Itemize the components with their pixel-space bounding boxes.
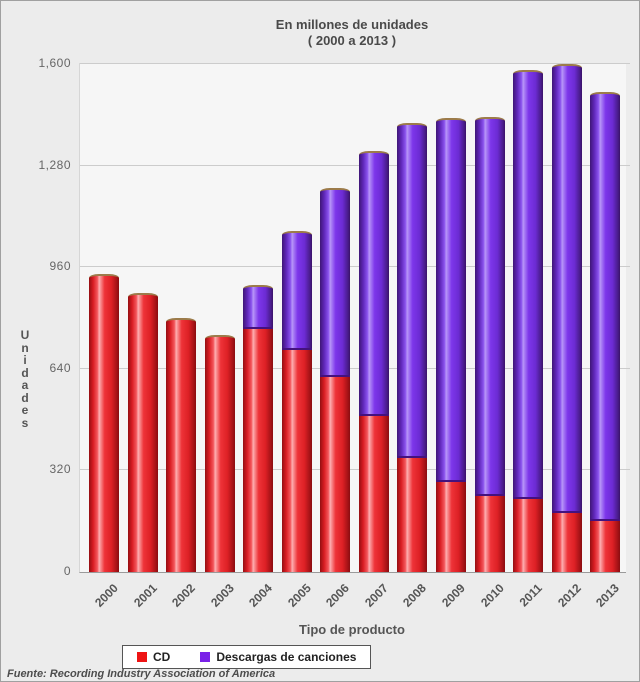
bar-segment-cd-2000 bbox=[89, 274, 119, 572]
bar-segment-cd-2006 bbox=[320, 377, 351, 572]
chart-title-line1: En millones de unidades bbox=[275, 17, 429, 32]
x-tick-label-2004: 2004 bbox=[246, 581, 276, 610]
y-axis-title-letter: e bbox=[21, 403, 29, 417]
y-tick-label-1280: 1,280 bbox=[38, 157, 71, 172]
bar-segment-descargas-2012 bbox=[551, 64, 582, 513]
x-tick-label-2005: 2005 bbox=[284, 581, 314, 610]
bar-segment-descargas-2011 bbox=[513, 70, 544, 499]
bar-segment-descargas-2008 bbox=[397, 123, 428, 458]
gridline-320 bbox=[80, 469, 630, 471]
bar-segment-cd-2008 bbox=[397, 458, 428, 572]
bar-segment-cd-2005 bbox=[281, 350, 312, 572]
bar-segment-cd-2001 bbox=[127, 293, 158, 572]
source-note: Fuente: Recording Industry Association o… bbox=[7, 668, 276, 680]
bar-segment-cd-2003 bbox=[204, 335, 235, 572]
y-axis-title-letter: n bbox=[21, 340, 29, 355]
y-tick-label-320: 320 bbox=[49, 462, 71, 477]
bar-segment-descargas-2006 bbox=[320, 188, 351, 377]
bar-segment-cd-2002 bbox=[166, 318, 197, 572]
legend-label: Descargas de canciones bbox=[216, 650, 357, 664]
x-tick-label-2010: 2010 bbox=[477, 581, 507, 610]
bar-segment-descargas-2013 bbox=[590, 92, 621, 521]
legend-swatch-icon bbox=[200, 652, 211, 662]
legend-item-descargas: Descargas de canciones bbox=[200, 650, 356, 664]
bar-segment-cd-2013 bbox=[590, 521, 621, 572]
x-tick-label-2008: 2008 bbox=[400, 581, 430, 610]
plot-area bbox=[79, 63, 630, 573]
y-tick-label-1600: 1,600 bbox=[38, 56, 71, 70]
gridline-1280 bbox=[80, 164, 630, 166]
bar-segment-cd-2004 bbox=[243, 329, 274, 572]
x-tick-label-2011: 2011 bbox=[516, 581, 545, 610]
bar-segment-descargas-2005 bbox=[281, 231, 312, 350]
gridline-640 bbox=[80, 367, 630, 369]
legend-label: CD bbox=[153, 650, 171, 664]
y-axis-title-letter: a bbox=[21, 378, 29, 392]
x-tick-label-2013: 2013 bbox=[593, 581, 623, 610]
y-tick-label-0: 0 bbox=[63, 564, 71, 578]
y-axis-title-letter: d bbox=[21, 390, 29, 405]
legend: CD Descargas de canciones bbox=[122, 645, 372, 669]
y-axis-title-letter: s bbox=[21, 415, 29, 430]
bar-segment-cd-2010 bbox=[474, 496, 505, 572]
bar-segment-descargas-2010 bbox=[474, 117, 505, 496]
chart-title: En millones de unidades ( 2000 a 2013 ) bbox=[79, 17, 625, 49]
chart-title-line2: ( 2000 a 2013 ) bbox=[307, 33, 397, 48]
y-axis-title-letter: U bbox=[20, 328, 30, 342]
x-tick-label-2002: 2002 bbox=[169, 581, 198, 610]
bar-segment-cd-2012 bbox=[551, 513, 582, 572]
bar-segment-descargas-2004 bbox=[243, 285, 274, 329]
bar-segment-descargas-2007 bbox=[358, 151, 389, 416]
legend-swatch-icon bbox=[137, 652, 147, 662]
x-tick-label-2006: 2006 bbox=[323, 581, 353, 610]
bar-segment-cd-2009 bbox=[435, 482, 466, 572]
x-tick-label-2001: 2001 bbox=[130, 581, 160, 610]
bar-segment-descargas-2009 bbox=[435, 118, 466, 482]
x-tick-label-2012: 2012 bbox=[554, 581, 584, 610]
x-tick-label-2007: 2007 bbox=[361, 581, 391, 610]
legend-item-cd: CD bbox=[137, 650, 170, 664]
gridline-1600 bbox=[80, 63, 630, 64]
bar-segment-cd-2007 bbox=[358, 416, 389, 572]
x-axis-title: Tipo de producto bbox=[299, 622, 405, 637]
y-axis-title-letter: i bbox=[23, 353, 27, 367]
gridline-960 bbox=[80, 266, 630, 268]
bar-segment-cd-2011 bbox=[513, 499, 544, 572]
x-tick-label-2003: 2003 bbox=[207, 581, 237, 610]
y-tick-label-640: 640 bbox=[49, 360, 71, 375]
y-axis-title-letter: d bbox=[21, 365, 29, 380]
x-tick-label-2000: 2000 bbox=[92, 581, 121, 610]
x-tick-label-2009: 2009 bbox=[439, 581, 468, 610]
y-tick-label-960: 960 bbox=[49, 259, 71, 274]
